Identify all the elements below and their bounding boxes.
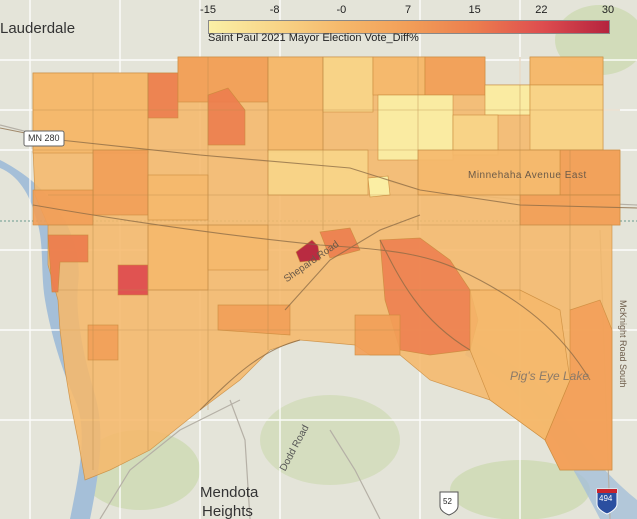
precinct[interactable] (529, 56, 604, 86)
precinct[interactable] (469, 289, 571, 441)
label-i494: 494 (599, 494, 613, 503)
precinct[interactable] (147, 224, 209, 291)
legend-tick-label: -8 (269, 4, 280, 16)
precinct[interactable] (147, 72, 179, 119)
label-us52: 52 (443, 497, 452, 506)
label-lauderdale: Lauderdale (0, 20, 76, 37)
legend-color-bar (208, 20, 610, 34)
precinct[interactable] (117, 264, 149, 296)
precinct[interactable] (529, 84, 604, 151)
precinct[interactable] (372, 56, 426, 96)
precinct[interactable] (267, 56, 324, 153)
precinct[interactable] (295, 239, 321, 263)
precinct[interactable] (322, 56, 374, 113)
precinct[interactable] (452, 114, 499, 156)
precinct[interactable] (267, 149, 369, 196)
legend-tick-label: 22 (535, 4, 548, 16)
precinct[interactable] (484, 84, 531, 116)
precinct[interactable] (32, 189, 94, 226)
precinct[interactable] (424, 56, 486, 96)
label-mendota: Mendota (200, 484, 259, 501)
precinct[interactable] (354, 314, 401, 356)
legend-title: Saint Paul 2021 Mayor Election Vote_Diff… (208, 32, 419, 44)
precinct-boundaries (33, 57, 620, 470)
precinct[interactable] (92, 149, 149, 216)
park-area (260, 395, 400, 485)
label-pigs-eye-lake: Pig's Eye Lake (510, 369, 590, 383)
precinct-layer (32, 56, 621, 481)
precinct[interactable] (319, 227, 361, 259)
legend-tick-label: 15 (468, 4, 481, 16)
precinct[interactable] (147, 174, 209, 221)
label-heights: Heights (202, 503, 253, 519)
label-mn280: MN 280 (28, 133, 60, 143)
legend: -15 -8 -0 7 15 22 30 Saint Paul 2021 Mayor Ele… (200, 4, 614, 44)
legend-tick-label: -15 (200, 4, 216, 16)
interstate-494-shield-icon (596, 488, 618, 515)
legend-tick-label: 30 (601, 4, 615, 16)
precinct[interactable] (417, 149, 561, 196)
legend-tick-label: 7 (404, 4, 412, 16)
precinct[interactable] (377, 94, 454, 161)
us52-shield-icon (439, 491, 459, 516)
legend-tick-label: -0 (336, 4, 347, 16)
route-shield-mn280 (23, 130, 65, 147)
precinct[interactable] (207, 224, 269, 271)
label-minnehaha: Minnehaha Avenue East (468, 170, 587, 181)
precinct[interactable] (217, 304, 291, 336)
label-mcknight-road: McKnight Road South (618, 300, 628, 388)
precinct[interactable] (47, 234, 89, 293)
